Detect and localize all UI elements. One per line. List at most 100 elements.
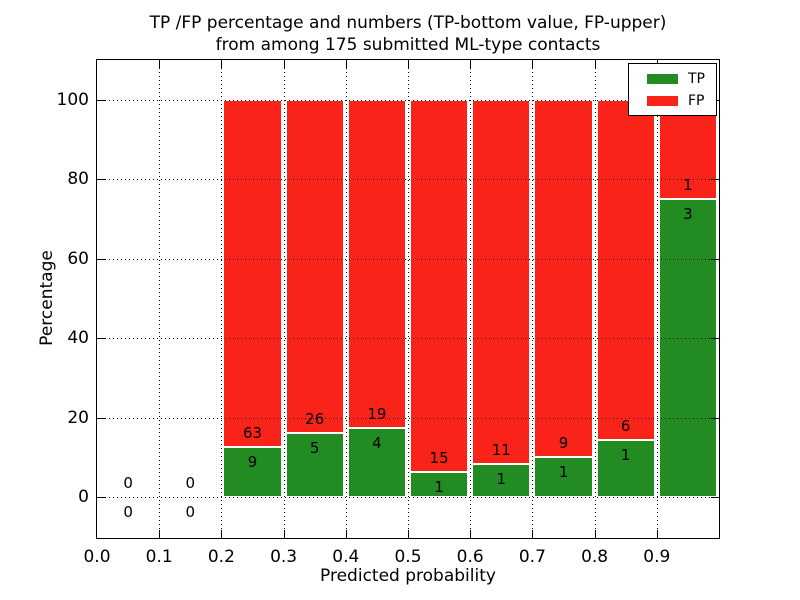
tp-count-label: 9	[247, 453, 258, 472]
legend-item-fp: FP	[629, 90, 716, 112]
fp-count-label: 0	[185, 474, 196, 492]
tp-count-label: 4	[372, 433, 382, 452]
bar-fp-segment	[347, 100, 406, 428]
tp-count-label: 3	[683, 205, 693, 224]
x-tick-mark	[594, 530, 596, 538]
x-tick-label: 0.2	[207, 547, 235, 567]
x-tick-mark-top	[283, 60, 285, 68]
x-tick-mark	[221, 530, 223, 538]
bar-fp-segment	[285, 100, 344, 433]
fp-count-label: 63	[242, 424, 263, 443]
bar-tp-segment	[596, 440, 655, 497]
x-tick-mark-top	[345, 60, 347, 68]
x-tick-mark	[656, 530, 658, 538]
y-tick-mark	[97, 179, 105, 181]
fp-count-label: 26	[305, 409, 325, 428]
chart-title-line2: from among 175 submitted ML-type contact…	[215, 35, 601, 55]
x-tick-mark	[408, 530, 409, 538]
x-tick-mark	[159, 530, 161, 538]
x-tick-label: 0.0	[83, 547, 111, 567]
x-tick-mark-top	[470, 60, 472, 68]
y-tick-mark	[97, 497, 105, 498]
tp-count-label: 1	[620, 446, 631, 465]
y-tick-mark	[97, 100, 105, 101]
gridline-vertical	[345, 60, 347, 538]
gridline-vertical	[594, 60, 596, 538]
y-tick-mark-right	[711, 179, 719, 181]
x-tick-label: 0.1	[145, 547, 173, 567]
x-tick-mark-top	[221, 60, 223, 68]
x-tick-mark	[283, 530, 285, 538]
bar-tp-segment	[285, 432, 344, 497]
bar-fp-segment	[534, 100, 593, 458]
fp-count-label: 1	[683, 176, 693, 195]
x-tick-label: 0.4	[332, 547, 360, 567]
legend-swatch-fp-icon	[647, 96, 678, 106]
y-tick-label: 100	[56, 90, 89, 110]
x-tick-label: 0.6	[456, 547, 484, 567]
y-tick-mark	[97, 338, 105, 340]
y-tick-label: 60	[67, 248, 89, 269]
fp-count-label: 11	[491, 440, 511, 459]
y-tick-mark-right	[711, 417, 719, 419]
bar-tp-segment	[223, 447, 282, 497]
chart-title-line1: TP /FP percentage and numbers (TP-bottom…	[149, 13, 667, 33]
tp-count-label: 1	[496, 469, 507, 488]
x-tick-mark-top	[159, 60, 161, 68]
y-tick-mark-right	[711, 258, 719, 260]
y-tick-mark	[97, 258, 105, 260]
tp-count-label: 0	[123, 503, 133, 521]
bar-tp-segment	[534, 457, 593, 497]
tp-count-label: 0	[185, 503, 196, 521]
x-tick-mark-top	[408, 60, 409, 68]
y-tick-label: 0	[78, 487, 89, 507]
gridline-vertical	[159, 60, 161, 538]
bar-tp-segment	[658, 199, 717, 497]
gridline-vertical	[470, 60, 472, 538]
x-axis-label: Predicted probability	[320, 566, 496, 586]
x-tick-mark-top	[532, 60, 534, 68]
x-tick-mark	[345, 530, 347, 538]
legend: TP FP	[628, 63, 717, 116]
tp-count-label: 1	[558, 463, 569, 482]
plot-area: TP FP 0 0 0 0 63 9 26 5 19 4 15 1 11 1 9 1 6 1 1 3	[96, 59, 720, 539]
legend-swatch-tp-icon	[647, 74, 678, 84]
legend-label-tp: TP	[688, 71, 705, 87]
y-tick-mark	[97, 417, 105, 419]
gridline-vertical	[283, 60, 285, 538]
bar-fp-segment	[410, 100, 469, 473]
fp-count-label: 19	[367, 404, 387, 423]
x-tick-label: 0.5	[394, 547, 422, 567]
x-tick-label: 0.7	[518, 547, 546, 567]
fp-count-label: 0	[123, 474, 133, 492]
x-tick-mark	[470, 530, 472, 538]
bar-fp-segment	[223, 100, 282, 448]
legend-label-fp: FP	[688, 93, 705, 109]
x-tick-label: 0.9	[643, 547, 671, 567]
gridline-vertical	[656, 60, 658, 538]
bar-fp-segment	[658, 100, 717, 200]
gridline-vertical	[408, 60, 409, 538]
gridline-vertical	[532, 60, 534, 538]
x-tick-mark-top	[594, 60, 596, 68]
x-tick-label: 0.3	[270, 547, 298, 567]
y-tick-label: 40	[67, 328, 89, 349]
x-tick-label: 0.8	[581, 547, 609, 567]
bar-fp-segment	[596, 100, 655, 441]
y-tick-label: 20	[67, 407, 89, 428]
fp-count-label: 6	[620, 417, 631, 436]
bar-fp-segment	[472, 100, 531, 464]
bar-tp-segment	[472, 463, 531, 497]
legend-item-tp: TP	[629, 68, 716, 90]
y-tick-mark-right	[711, 497, 719, 498]
gridline-vertical	[221, 60, 223, 538]
bar-tp-segment	[347, 427, 406, 497]
tp-count-label: 5	[309, 438, 320, 457]
fp-count-label: 15	[429, 449, 449, 468]
bar-tp-segment	[410, 472, 469, 497]
y-tick-label: 80	[67, 169, 89, 190]
x-tick-mark	[532, 530, 534, 538]
y-tick-mark-right	[711, 338, 719, 340]
fp-count-label: 9	[558, 434, 569, 453]
